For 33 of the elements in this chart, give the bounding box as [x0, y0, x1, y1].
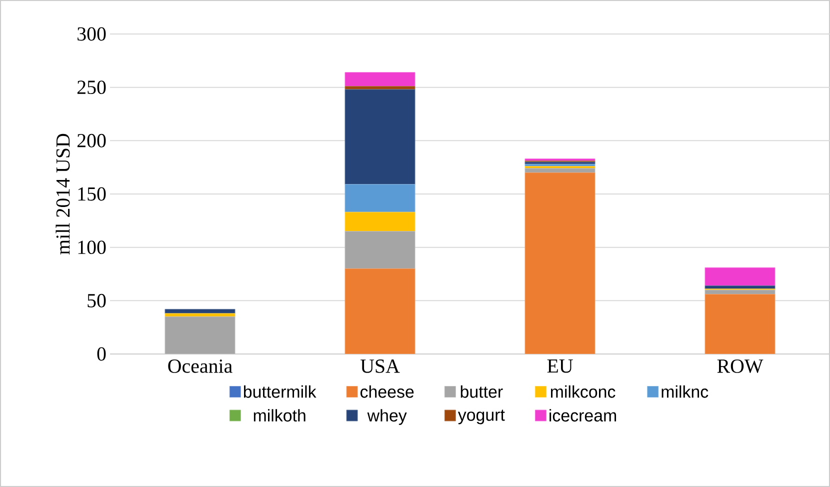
bar	[164, 316, 236, 354]
bar	[704, 267, 776, 286]
y-tick-label: 150	[78, 187, 106, 201]
x-tick-label: EU	[547, 360, 573, 373]
bar	[344, 212, 416, 232]
bar	[704, 294, 776, 354]
bar	[344, 231, 416, 269]
legend-label: milknc	[662, 385, 708, 398]
bar	[524, 168, 596, 173]
legend-label: buttermilk	[244, 385, 316, 398]
x-tick-label: USA	[360, 360, 400, 373]
y-tick-label: 300	[78, 27, 106, 41]
y-axis-title: mill 2014 USD	[56, 134, 70, 254]
legend-label: milkoth	[254, 409, 306, 422]
bar	[344, 89, 416, 185]
bar	[524, 172, 596, 354]
bar	[344, 184, 416, 212]
legend-label: butter	[460, 385, 503, 398]
bar	[164, 313, 236, 317]
bar	[344, 72, 416, 87]
y-tick-label: 100	[78, 240, 106, 254]
x-tick-label: ROW	[717, 360, 764, 373]
legend-label: milkconc	[550, 385, 616, 398]
y-tick-label: 200	[77, 134, 106, 148]
y-tick-label: 0	[97, 347, 106, 361]
legend-label: icecream	[550, 409, 616, 422]
bar	[344, 268, 416, 354]
y-tick-label: 50	[88, 294, 106, 308]
legend-label: yogurt	[458, 410, 505, 424]
y-tick-label: 250	[77, 80, 106, 94]
legend-label: whey	[367, 409, 407, 425]
x-tick-label: Oceania	[168, 360, 232, 373]
legend-label: cheese	[360, 385, 414, 398]
